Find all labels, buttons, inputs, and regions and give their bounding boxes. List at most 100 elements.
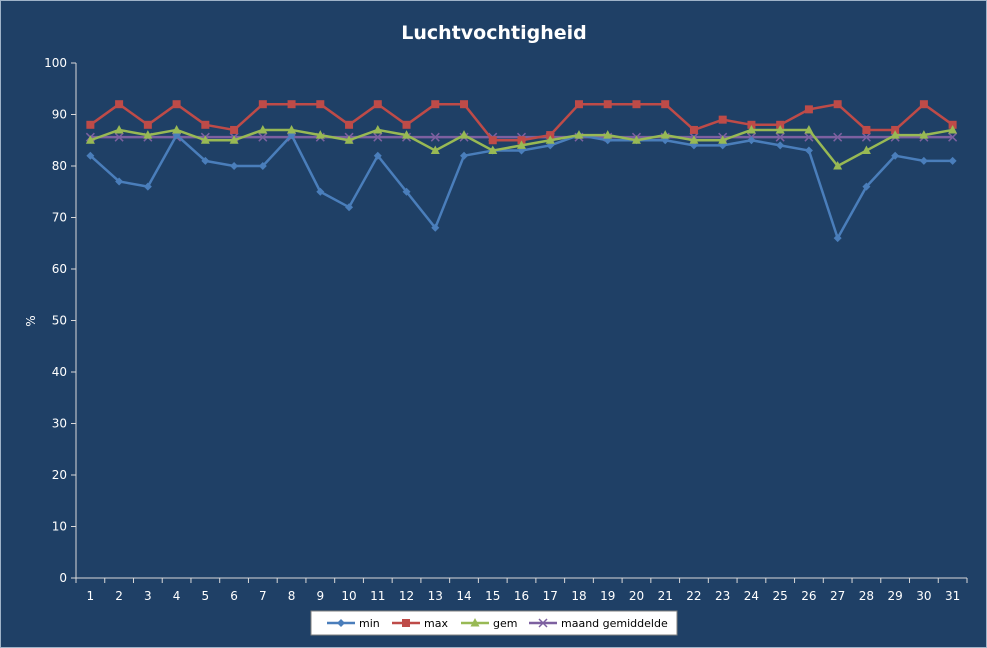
data-point [890,130,900,139]
series-group [85,100,958,243]
y-tick-label: 90 [52,108,67,122]
data-point [287,124,297,134]
data-point [230,125,239,134]
data-point [373,132,383,142]
y-axis-label: % [24,315,38,326]
data-point [85,135,95,144]
data-point [344,135,354,144]
data-point [430,132,440,142]
x-tick-label: 2 [115,589,123,603]
x-tick-label: 30 [916,589,931,603]
data-point [631,135,641,144]
legend-marker [402,619,410,627]
data-point [861,132,871,142]
x-tick-label: 16 [514,589,529,603]
chart-title: Luchtvochtigheid [401,22,586,44]
data-point [804,124,814,134]
x-tick-label: 13 [428,589,443,603]
data-point [517,140,526,149]
data-point [919,130,929,139]
data-point [345,203,354,212]
data-point [861,145,871,155]
data-point [632,100,641,109]
data-point [86,120,95,129]
data-point [775,132,785,142]
x-marker-stroke [861,132,871,142]
data-point [574,100,583,109]
data-point [430,145,440,155]
x-tick-label: 11 [370,589,385,603]
y-tick-label: 10 [52,520,67,534]
data-point [86,151,95,160]
data-point [316,100,325,109]
data-point [460,100,469,109]
data-point [258,132,268,142]
x-marker-stroke [833,132,843,142]
data-point [402,120,411,129]
x-ticks: 1 2 3 4 5 6 7 8 9 10 11 12 13 14 15 16 17 18 19 20 21 22 23 24 2… [75,578,968,603]
series-gem [85,124,958,170]
data-point [402,187,411,196]
data-point [143,182,152,191]
x-tick-label: 15 [485,589,500,603]
y-tick-label: 20 [52,468,67,482]
y-tick-label: 40 [52,365,67,379]
legend-label: maand gemiddelde [561,617,668,630]
x-marker-stroke [948,132,958,142]
data-point [833,132,843,142]
data-point [776,120,785,129]
data-point [402,130,412,139]
data-point [948,120,957,129]
x-tick-label: 14 [456,589,471,603]
data-point [373,124,383,134]
data-point [804,146,813,155]
x-tick-label: 21 [658,589,673,603]
x-tick-label: 22 [686,589,701,603]
data-point [948,132,958,142]
data-point [488,145,498,155]
data-point [661,100,670,109]
data-point [689,135,699,144]
data-point [460,151,469,160]
data-point [115,100,124,109]
legend-marker [470,618,480,627]
data-point [258,100,267,109]
data-point [804,105,813,114]
x-tick-label: 27 [830,589,845,603]
legend: min max gem maand gemiddelde [310,610,678,636]
data-point [143,120,152,129]
data-point [459,130,469,139]
data-point [775,124,785,134]
data-point [718,115,727,124]
x-tick-label: 28 [859,589,874,603]
data-point [258,124,268,134]
data-point [201,120,210,129]
y-ticks: 0 10 20 30 40 50 60 70 80 90 100 [44,56,76,585]
legend-marker [337,619,345,627]
data-point [373,151,382,160]
x-tick-label: 1 [87,589,95,603]
data-point [315,130,325,139]
data-point [603,130,613,139]
legend-label: min [359,617,380,630]
data-point [747,120,756,129]
x-tick-label: 29 [888,589,903,603]
data-point [431,100,440,109]
data-point [862,182,871,191]
data-point [545,135,555,144]
data-point [891,125,900,134]
x-marker-stroke [373,132,383,142]
data-point [718,135,728,144]
x-marker-stroke [538,618,548,628]
data-point [747,136,756,145]
series-max [86,100,957,145]
data-point [546,131,555,140]
y-tick-label: 30 [52,417,67,431]
legend-box [310,610,678,636]
y-tick-label: 0 [59,571,67,585]
data-point [287,100,296,109]
data-point [316,187,325,196]
y-tick-label: 60 [52,262,67,276]
data-point [373,100,382,109]
x-tick-label: 5 [202,589,210,603]
